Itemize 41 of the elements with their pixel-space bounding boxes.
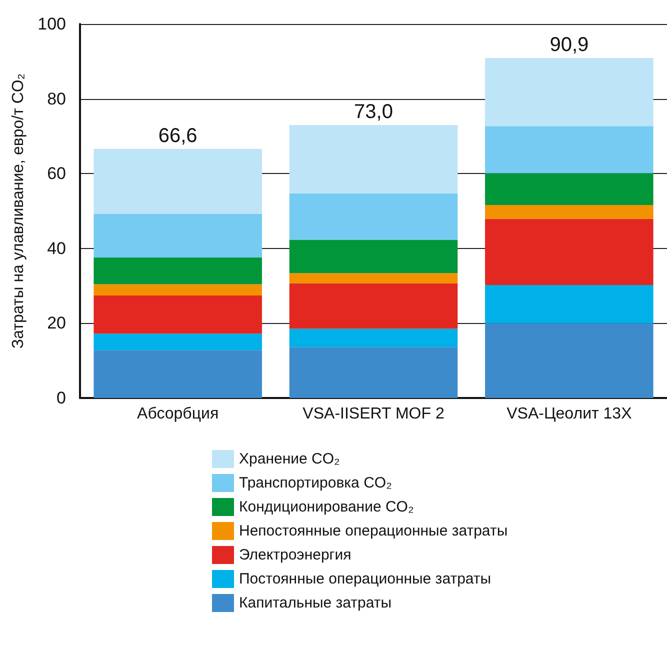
y-tick-label: 60	[47, 164, 66, 184]
bar	[94, 148, 262, 214]
bar	[289, 273, 458, 284]
bar	[289, 328, 458, 348]
total-label: 66,6	[158, 124, 198, 147]
x-tick-label: Абсорбция	[137, 406, 219, 422]
bar	[289, 284, 458, 329]
bar	[94, 257, 262, 284]
total-label: 73,0	[354, 100, 393, 123]
legend-label: Хранение CO₂	[239, 450, 340, 468]
y-tick-label: 20	[47, 314, 66, 333]
legend-label: Кондиционирование CO₂	[239, 498, 414, 516]
legend-label: Капитальные затраты	[239, 594, 392, 612]
bar	[289, 347, 458, 398]
total-label: 90,9	[550, 34, 589, 56]
bar	[485, 285, 654, 324]
legend-label: Транспортировка CO₂	[239, 474, 392, 492]
y-tick-label: 40	[47, 238, 66, 258]
bar	[289, 124, 458, 194]
bar	[94, 296, 262, 334]
x-tick-label: VSA-IISERT MOF 2	[302, 406, 444, 422]
bar	[485, 205, 654, 219]
bar	[94, 214, 262, 258]
legend-label: Непостоянные операционные затраты	[239, 522, 508, 540]
bar	[289, 193, 458, 240]
bar	[94, 284, 262, 296]
y-tick-label: 0	[56, 388, 66, 408]
legend-label: Электроэнергия	[239, 546, 352, 564]
x-tick-label: VSA-Цеолит 13X	[506, 406, 632, 422]
bar	[94, 334, 262, 350]
bar	[485, 173, 654, 206]
legend-label: Постоянные операционные затраты	[239, 570, 492, 588]
y-tick-label: 80	[47, 89, 66, 108]
bar	[485, 58, 654, 126]
bar	[485, 126, 654, 174]
bar	[94, 350, 262, 398]
bar	[485, 218, 654, 286]
bar	[289, 240, 458, 274]
bar	[485, 323, 654, 398]
y-axis-title: Затраты на улавливание, евро/т CO₂	[10, 73, 28, 349]
y-tick-label: 100	[38, 14, 66, 34]
